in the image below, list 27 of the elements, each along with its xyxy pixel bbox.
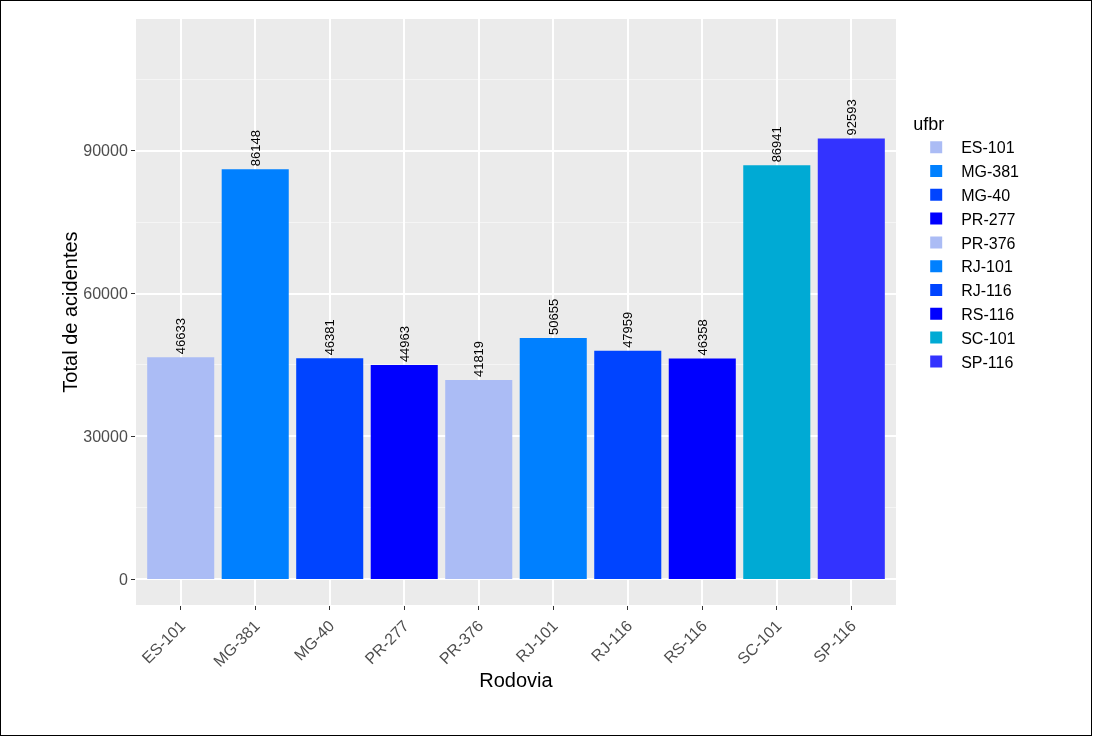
- y-tick-label: 60000: [83, 285, 128, 303]
- y-tick-label: 0: [118, 570, 128, 588]
- data-label: 92593: [843, 99, 859, 136]
- legend-label: MG-381: [961, 163, 1020, 181]
- data-label: 86941: [769, 126, 785, 163]
- legend-label: RS-116: [961, 306, 1015, 324]
- legend-label: ES-101: [961, 139, 1015, 157]
- legend-label: RJ-101: [961, 258, 1013, 276]
- data-label: 47959: [620, 311, 636, 348]
- legend-label: SP-116: [961, 353, 1014, 371]
- x-axis-title: Rodovia: [479, 669, 554, 692]
- data-label: 86148: [247, 129, 263, 167]
- data-label: 41819: [471, 340, 487, 378]
- y-tick-label: 30000: [83, 427, 128, 445]
- legend-label: PR-376: [961, 234, 1016, 252]
- legend-label: PR-277: [961, 210, 1016, 228]
- legend-label: MG-40: [961, 187, 1011, 205]
- data-label: 46381: [322, 319, 338, 356]
- legend-label: SC-101: [961, 329, 1016, 347]
- legend-label: RJ-116: [961, 282, 1012, 300]
- legend-title: ufbr: [913, 114, 945, 135]
- data-label: 44963: [396, 325, 412, 363]
- y-tick-label: 90000: [83, 142, 128, 160]
- data-label: 46358: [694, 319, 710, 356]
- data-label: 46633: [173, 318, 189, 355]
- data-label: 50655: [545, 298, 561, 336]
- y-axis-title: Total de acidentes: [59, 231, 82, 393]
